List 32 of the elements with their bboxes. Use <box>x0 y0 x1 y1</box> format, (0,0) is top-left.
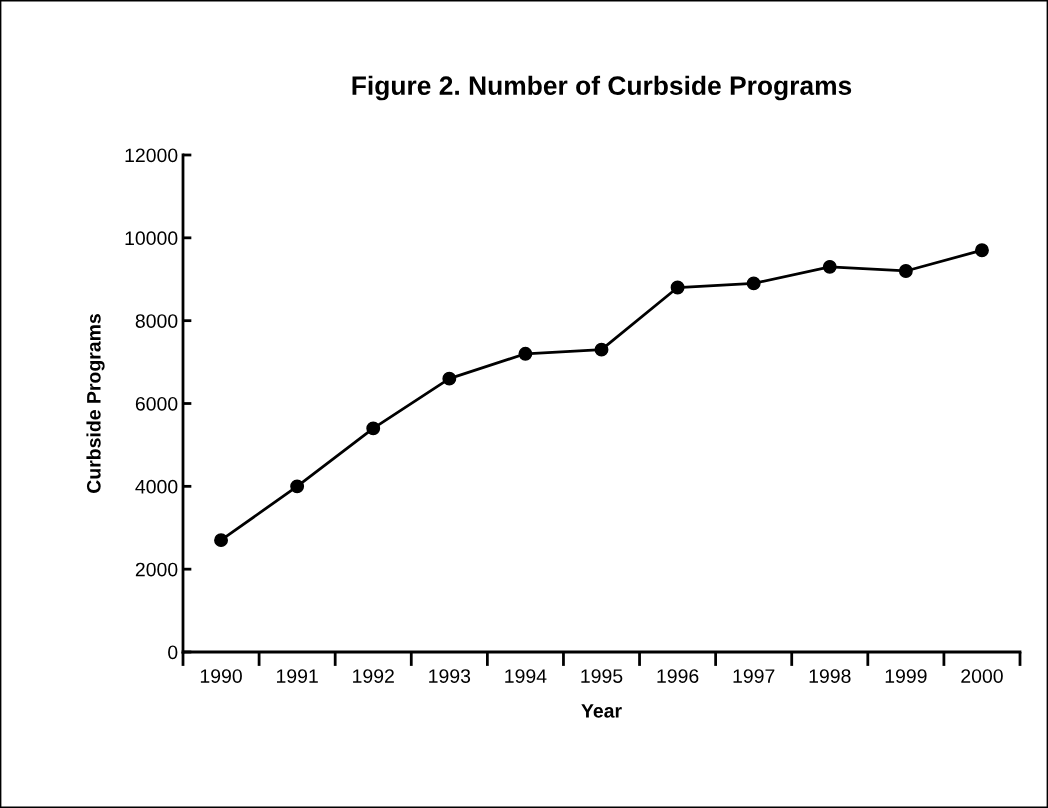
x-tick-label: 1992 <box>353 669 394 683</box>
x-tick-label: 1999 <box>885 669 927 683</box>
x-tick-label: 1996 <box>657 669 699 683</box>
chart-title: Figure 2. Number of Curbside Programs <box>352 75 852 101</box>
point <box>746 276 761 291</box>
x-tick-label: 1995 <box>581 669 623 683</box>
x-tick-label: 2000 <box>961 669 1003 683</box>
y-tick-label: 12000 <box>125 148 178 163</box>
x-tick-label: 1990 <box>200 669 242 683</box>
y-tick-label: 6000 <box>135 396 178 411</box>
y-tick-label: 4000 <box>135 479 178 494</box>
y-tick-label: 0 <box>168 645 178 660</box>
point <box>822 259 837 274</box>
point <box>594 342 609 357</box>
y-tick-label: 10000 <box>125 231 178 246</box>
point <box>290 479 305 494</box>
x-tick-label: 1998 <box>809 669 851 683</box>
x-axis-title: Year <box>581 704 622 718</box>
point <box>975 243 989 258</box>
point <box>518 346 533 361</box>
x-tick-label: 1993 <box>429 669 471 683</box>
y-axis-title: Curbside Programs <box>86 314 105 493</box>
y-tick-label: 2000 <box>135 562 178 577</box>
x-tick-label: 1997 <box>733 669 775 683</box>
point <box>670 280 685 295</box>
point <box>898 264 913 278</box>
x-tick-label: 1994 <box>505 669 547 683</box>
point <box>366 421 381 436</box>
point <box>214 533 228 548</box>
point <box>442 371 457 386</box>
x-tick-label: 1991 <box>276 669 318 683</box>
y-tick-label: 8000 <box>135 314 178 328</box>
